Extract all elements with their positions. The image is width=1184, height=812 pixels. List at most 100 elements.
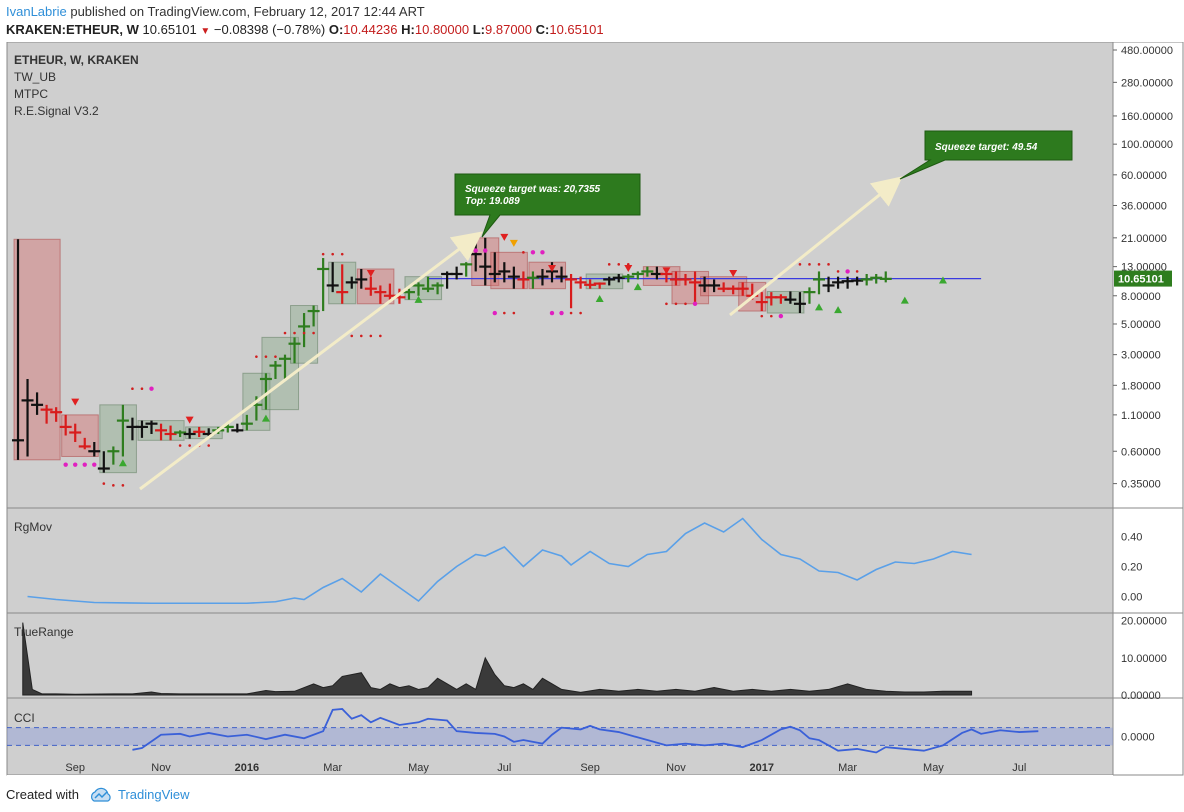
low-value: 9.87000 [485, 22, 533, 37]
pane-bg-tr [6, 612, 1114, 699]
time-tick-label: Jul [497, 762, 511, 774]
footer: Created with TradingView [0, 780, 1184, 812]
signal-dot [255, 355, 258, 358]
pane-bg-rg [6, 507, 1114, 614]
signal-dot [112, 484, 115, 487]
truerange-tick-label: 20.00000 [1121, 616, 1167, 628]
cci-line [132, 708, 1039, 754]
chart-header: IvanLabrie published on TradingView.com,… [0, 0, 1184, 42]
time-tick-label: 2017 [750, 762, 774, 774]
sell-triangle-icon [662, 267, 671, 275]
footer-brand-link[interactable]: TradingView [118, 787, 190, 802]
squeeze-callout-2-text: Squeeze target: 49.54 [935, 142, 1038, 153]
price-tick-label: 8.00000 [1121, 291, 1161, 303]
price-tick-label: 0.35000 [1121, 479, 1161, 491]
squeeze-callout-1: Squeeze target was: 20,7355 Top: 19.089 [454, 173, 641, 238]
signal-dot [674, 302, 678, 306]
down-triangle-icon: ▼ [200, 26, 211, 37]
pane-title-rgmov[interactable]: RgMov [14, 520, 52, 534]
signal-dot [340, 252, 344, 256]
legend-re-signal[interactable]: R.E.Signal V3.2 [14, 104, 99, 118]
signal-dot [131, 387, 134, 391]
signal-box [61, 414, 99, 457]
chart-svg[interactable]: 480.00000 280.00000 160.00000 100.00000 60.0… [0, 41, 1184, 780]
signal-dot [82, 462, 87, 467]
signal-dot [798, 263, 802, 266]
tradingview-cloud-icon [91, 787, 111, 802]
signal-dot [331, 252, 334, 256]
pane-bg-main [6, 41, 1114, 509]
rgmov-tick-label: 0.00 [1121, 592, 1142, 604]
signal-dot [274, 355, 277, 358]
time-tick-label: Sep [65, 762, 85, 774]
symbol-label[interactable]: KRAKEN:ETHEUR, W [6, 22, 139, 37]
signal-dot [665, 302, 668, 306]
signal-dot [492, 310, 497, 316]
signal-dot [73, 462, 78, 467]
signal-dot [369, 334, 373, 338]
legend-symbol[interactable]: ETHEUR, W, KRAKEN [14, 53, 139, 67]
truerange-tick-label: 10.00000 [1121, 653, 1167, 665]
sell-triangle-icon [366, 269, 375, 277]
trend-arrow-2 [729, 176, 903, 317]
signal-dot [63, 462, 68, 467]
buy-triangle-icon [834, 306, 843, 314]
signal-dot [350, 334, 354, 338]
signal-dot [540, 250, 545, 255]
signal-dot [312, 331, 315, 335]
close-value: 10.65101 [549, 22, 604, 37]
price-axis-tr [1112, 612, 1184, 699]
time-tick-label: Nov [666, 762, 686, 774]
buy-triangle-icon [633, 283, 642, 291]
price-tick-label: 3.00000 [1121, 350, 1161, 362]
signal-dot [321, 252, 325, 256]
chart-area[interactable]: 480.00000 280.00000 160.00000 100.00000 60.0… [0, 41, 1184, 780]
price-tick-label: 21.00000 [1121, 233, 1167, 245]
signal-dot [302, 331, 306, 335]
price-change: −0.08398 (−0.78%) [213, 22, 326, 37]
signal-dot [836, 270, 840, 273]
price-tick-label: 1.10000 [1121, 410, 1161, 422]
legend-mtpc[interactable]: MTPC [14, 87, 48, 101]
truerange-tick-label: 0.00000 [1121, 690, 1161, 702]
buy-triangle-icon [595, 295, 604, 303]
time-tick-label: Mar [838, 762, 857, 774]
signal-dot [579, 311, 582, 315]
price-tick-label: 1.80000 [1121, 380, 1161, 392]
sell-triangle-icon [729, 269, 738, 277]
pane-title-cci[interactable]: CCI [14, 711, 35, 725]
signal-dot [692, 301, 698, 306]
signal-dot [503, 311, 506, 315]
price-tick-label: 280.00000 [1121, 77, 1173, 89]
close-label: C: [535, 22, 550, 37]
signal-box [13, 238, 61, 461]
squeeze-callout-1-line2: Top: 19.089 [465, 196, 520, 207]
truerange-area [22, 622, 973, 696]
signal-dot [512, 311, 516, 315]
trend-arrow-1 [139, 231, 483, 491]
open-value: 10.44236 [343, 22, 398, 37]
signal-box [99, 404, 137, 474]
top-marker-icon [509, 239, 518, 247]
signal-dot [607, 263, 611, 266]
signal-dot [845, 269, 850, 274]
legend-tw-ub[interactable]: TW_UB [14, 70, 56, 84]
cci-tick-label: 0.0000 [1121, 732, 1155, 744]
rgmov-tick-label: 0.40 [1121, 532, 1142, 544]
buy-triangle-icon [261, 414, 270, 422]
sell-triangle-icon [548, 264, 556, 272]
signal-dot [817, 263, 821, 266]
time-tick-label: Sep [580, 762, 600, 774]
squeeze-callout-2: Squeeze target: 49.54 [899, 130, 1073, 180]
price-axis-cci [1112, 697, 1184, 776]
price-tick-label: 36.00000 [1121, 200, 1167, 212]
pane-title-truerange[interactable]: TrueRange [14, 625, 74, 639]
signal-dot [178, 444, 182, 447]
time-axis-gap [7, 775, 1113, 779]
time-tick-label: May [408, 762, 429, 774]
signal-dot [530, 250, 536, 255]
buy-triangle-icon [938, 276, 947, 284]
author-link[interactable]: IvanLabrie [6, 4, 67, 19]
signal-dot [379, 334, 382, 338]
sell-triangle-icon [185, 416, 194, 424]
